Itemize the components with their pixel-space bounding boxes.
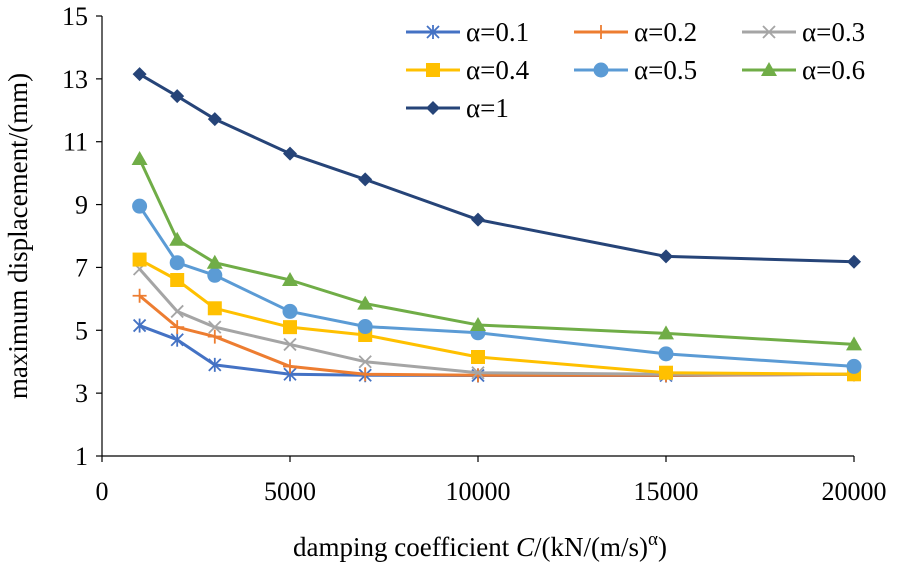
legend-item: α=0.1 <box>406 17 529 47</box>
legend-item: α=0.4 <box>406 55 530 85</box>
data-point <box>207 329 222 344</box>
data-point <box>471 350 485 364</box>
x-tick-label: 10000 <box>446 477 511 506</box>
legend-item: α=0.5 <box>574 55 697 85</box>
legend-label: α=0.3 <box>802 17 865 47</box>
data-point <box>471 366 485 380</box>
data-point <box>208 357 222 372</box>
legend-item: α=0.2 <box>574 17 697 47</box>
data-point <box>471 212 485 227</box>
data-point <box>358 355 372 369</box>
data-point <box>132 67 147 82</box>
data-point <box>170 89 185 104</box>
x-axis-title-italic: C <box>516 532 535 562</box>
data-point <box>659 249 673 264</box>
data-point <box>283 146 297 161</box>
series-4 <box>132 252 861 382</box>
data-point <box>358 172 373 187</box>
data-point <box>283 337 297 352</box>
y-tick-label: 3 <box>75 379 88 408</box>
data-point <box>847 254 861 269</box>
data-point <box>169 255 185 271</box>
data-point <box>282 272 298 286</box>
data-point <box>207 301 222 316</box>
data-point <box>132 318 147 333</box>
legend-marker <box>594 25 608 39</box>
data-point <box>846 336 862 351</box>
series-line <box>138 258 855 376</box>
data-point <box>169 231 186 246</box>
legend: α=0.1 α=0.2 α=0.3 α=0.4 α=0.5 α=0.6 α=1 <box>406 17 865 123</box>
data-point <box>283 320 297 335</box>
data-point <box>206 254 223 269</box>
x-axis-title-suffix: ) <box>658 532 667 562</box>
series-line <box>138 205 855 368</box>
x-axis-title-prefix: damping coefficient <box>293 532 516 562</box>
series-layer <box>131 67 862 383</box>
x-tick-label: 20000 <box>822 477 887 506</box>
data-point <box>207 267 223 283</box>
series-6 <box>131 151 862 351</box>
x-tick-label: 5000 <box>264 477 316 506</box>
data-point <box>282 303 298 319</box>
legend-marker <box>426 101 440 115</box>
y-tick-label: 13 <box>62 65 88 94</box>
series-line <box>138 72 855 264</box>
x-axis-title-superscript: α <box>648 529 658 550</box>
y-tick-label: 1 <box>75 442 88 471</box>
data-point <box>207 112 222 127</box>
legend-item: α=1 <box>406 93 509 123</box>
legend-label: α=0.4 <box>466 55 530 85</box>
legend-label: α=0.5 <box>634 55 697 85</box>
data-point <box>132 252 147 267</box>
legend-marker <box>593 62 609 78</box>
y-axis-title: maximum displacement/(mm) <box>3 73 33 399</box>
y-tick-label: 5 <box>75 316 88 345</box>
legend-label: α=0.1 <box>466 17 529 47</box>
data-point <box>658 325 674 340</box>
y-tick-label: 11 <box>63 128 88 157</box>
data-point <box>283 359 297 374</box>
x-axis-title: damping coefficient C/(kN/(m/s)α) <box>293 529 667 562</box>
data-point <box>170 273 185 287</box>
legend-item: α=0.6 <box>742 55 865 85</box>
data-point <box>357 295 374 310</box>
series-7 <box>132 67 861 269</box>
data-point <box>846 358 862 374</box>
legend-label: α=0.2 <box>634 17 697 47</box>
x-tick-label: 0 <box>96 477 109 506</box>
legend-item: α=0.3 <box>742 17 865 47</box>
data-point <box>358 367 373 382</box>
data-point <box>131 151 148 165</box>
data-point <box>132 288 147 303</box>
y-tick-label: 15 <box>62 2 88 31</box>
data-point <box>132 198 148 214</box>
x-axis-title-middle: /(kN/(m/s) <box>534 532 648 562</box>
data-point <box>357 319 373 335</box>
data-point <box>170 304 184 319</box>
data-point <box>170 332 184 347</box>
y-tick-label: 7 <box>75 253 88 282</box>
data-point <box>208 320 222 334</box>
series-line <box>138 268 854 376</box>
legend-label: α=0.6 <box>802 55 865 85</box>
data-point <box>659 365 673 380</box>
y-tick-label: 9 <box>75 191 88 220</box>
legend-marker <box>761 62 777 76</box>
legend-marker <box>762 25 776 39</box>
legend-label: α=1 <box>466 93 509 123</box>
data-point <box>658 346 674 362</box>
legend-marker <box>426 63 440 77</box>
data-point <box>470 316 486 331</box>
x-tick-label: 15000 <box>634 477 699 506</box>
data-point <box>471 368 485 383</box>
series-3 <box>132 262 861 381</box>
data-point <box>170 320 185 335</box>
legend-marker <box>426 25 440 39</box>
